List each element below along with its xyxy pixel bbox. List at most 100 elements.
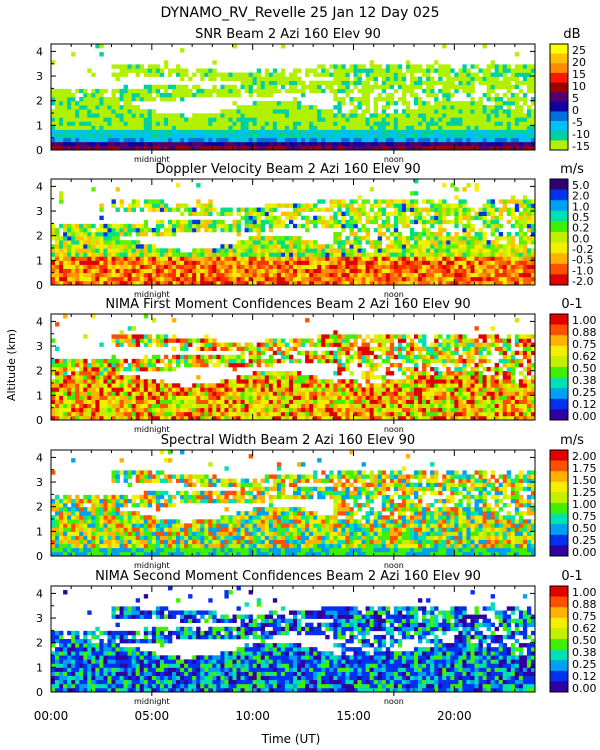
heatmap-cell [369, 240, 374, 245]
heatmap-cell [381, 276, 387, 282]
heatmap-cell [107, 223, 112, 229]
heatmap-cell [244, 129, 249, 134]
heatmap-cell [530, 68, 536, 73]
heatmap-cell [67, 375, 72, 380]
heatmap-cell [305, 256, 310, 261]
heatmap-cell [75, 375, 80, 380]
heatmap-cell [401, 248, 407, 253]
heatmap-cell [123, 92, 128, 98]
heatmap-cell [393, 268, 399, 274]
heatmap-cell [59, 145, 64, 151]
heatmap-cell [401, 199, 407, 204]
heatmap-cell [333, 137, 338, 143]
y-tick-label: 3 [36, 205, 43, 218]
heatmap-cell [526, 88, 532, 94]
heatmap-cell [59, 358, 64, 364]
heatmap-cell [232, 117, 237, 122]
heatmap-cell [79, 268, 84, 274]
heatmap-cell [240, 362, 245, 368]
heatmap-cell [159, 252, 165, 257]
heatmap-cell [478, 80, 483, 86]
heatmap-cell [252, 411, 257, 417]
heatmap-cell [357, 264, 362, 269]
heatmap-cell [119, 137, 124, 143]
heatmap-cell [83, 395, 88, 400]
heatmap-cell [268, 137, 274, 143]
heatmap-cell [79, 395, 84, 400]
heatmap-cell [474, 260, 479, 265]
heatmap-cell [107, 101, 112, 106]
heatmap-cell [329, 260, 334, 265]
heatmap-cell [212, 227, 217, 233]
heatmap-cell [131, 129, 136, 134]
heatmap-cell [458, 137, 463, 143]
heatmap-cell [345, 68, 350, 73]
heatmap-cell [365, 101, 370, 106]
heatmap-cell [397, 129, 403, 134]
heatmap-cell [180, 92, 185, 98]
heatmap-cell [284, 280, 290, 286]
heatmap-cell [172, 391, 177, 396]
heatmap-cell [405, 141, 411, 147]
heatmap-cell [176, 223, 181, 229]
heatmap-cell [232, 383, 237, 388]
heatmap-cell [51, 256, 56, 261]
heatmap-cell [256, 232, 262, 237]
heatmap-cell [59, 407, 64, 413]
heatmap-cell [341, 64, 346, 69]
heatmap-cell [59, 109, 64, 114]
heatmap-cell [200, 223, 205, 229]
heatmap-cell [381, 260, 387, 265]
heatmap-cell [220, 272, 225, 278]
heatmap-cell [276, 72, 282, 77]
heatmap-cell [236, 117, 241, 122]
heatmap-cell [393, 80, 399, 86]
heatmap-cell [341, 256, 346, 261]
heatmap-cell [494, 92, 499, 98]
heatmap-cell [155, 227, 161, 233]
heatmap-cell [337, 101, 342, 106]
heatmap-cell [349, 219, 354, 225]
heatmap-cell [482, 113, 487, 118]
heatmap-cell [470, 256, 475, 261]
heatmap-cell [373, 272, 378, 278]
heatmap-cell [442, 256, 447, 261]
heatmap-cell [446, 72, 451, 77]
heatmap-cell [123, 358, 128, 364]
heatmap-cell [490, 256, 495, 261]
heatmap-cell [353, 272, 358, 278]
heatmap-cell [345, 117, 350, 122]
heatmap-cell [107, 125, 112, 130]
heatmap-cell [514, 64, 520, 69]
heatmap-cell [341, 72, 346, 77]
heatmap-cell [466, 109, 471, 114]
colorbar-swatch [550, 72, 568, 83]
heatmap-cell [260, 350, 266, 356]
heatmap-cell [228, 276, 233, 282]
colorbar-swatch [550, 263, 568, 275]
heatmap-cell [381, 211, 387, 216]
heatmap-cell [313, 113, 318, 118]
heatmap-cell [135, 252, 141, 257]
heatmap-cell [414, 68, 419, 73]
heatmap-cell [71, 371, 76, 376]
heatmap-cell [478, 129, 483, 134]
heatmap-cell [123, 256, 128, 261]
heatmap-cell [167, 367, 173, 372]
heatmap-cell [208, 203, 213, 208]
heatmap-cell [51, 280, 56, 286]
heatmap-cell [79, 97, 84, 102]
heatmap-cell [143, 411, 149, 417]
heatmap-cell [119, 358, 124, 364]
heatmap-cell [502, 256, 508, 261]
heatmap-cell [518, 109, 524, 114]
heatmap-cell [180, 223, 185, 229]
heatmap-cell [167, 219, 173, 225]
heatmap-cell [430, 133, 435, 139]
heatmap-cell [397, 84, 403, 90]
heatmap-cell [329, 113, 334, 118]
heatmap-cell [79, 379, 84, 384]
heatmap-cell [228, 113, 233, 118]
heatmap-cell [236, 207, 241, 212]
heatmap-cell [204, 211, 209, 216]
